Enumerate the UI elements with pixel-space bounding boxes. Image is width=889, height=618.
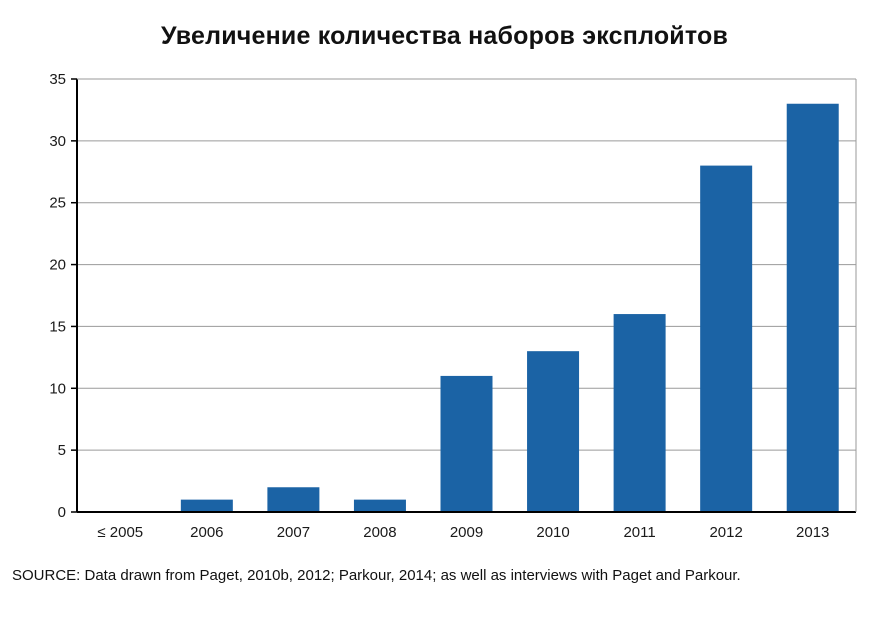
y-tick-label: 0 xyxy=(58,504,66,521)
axes xyxy=(71,78,857,513)
y-tick-label: 25 xyxy=(49,195,66,212)
chart-title: Увеличение количества наборов эксплойтов xyxy=(160,22,729,50)
x-tick-labels: ≤ 2005 2006 2007 2008 2009 2010 2011 2012 2013 xyxy=(97,524,829,541)
x-tick-label: 2010 xyxy=(536,524,569,541)
x-tick-label: ≤ 2005 xyxy=(97,524,143,541)
y-tick-label: 10 xyxy=(49,380,66,397)
bar xyxy=(700,165,753,512)
y-tick-label: 15 xyxy=(49,318,66,335)
source-note: SOURCE: Data drawn from Paget, 2010b, 20… xyxy=(12,567,741,584)
y-tick-label: 30 xyxy=(49,133,66,150)
bar xyxy=(440,375,493,512)
y-tick-label: 20 xyxy=(49,257,66,274)
x-tick-label: 2013 xyxy=(796,524,829,541)
x-tick-label: 2012 xyxy=(709,524,742,541)
x-tick-label: 2007 xyxy=(277,524,310,541)
y-tick-label: 35 xyxy=(49,71,66,88)
bar xyxy=(527,351,580,512)
y-tick-label: 5 xyxy=(58,442,66,459)
x-tick-label: 2006 xyxy=(190,524,223,541)
bar xyxy=(267,487,320,512)
bar xyxy=(613,314,666,512)
bars xyxy=(180,103,839,512)
x-tick-label: 2011 xyxy=(623,524,655,541)
x-tick-label: 2008 xyxy=(363,524,396,541)
bar xyxy=(353,499,406,512)
bar xyxy=(180,499,233,512)
bar xyxy=(786,103,839,512)
bar-chart: 0 5 10 15 20 25 30 35 ≤ 2005 2006 2007 2008 2009 201… xyxy=(49,71,857,541)
x-tick-label: 2009 xyxy=(450,524,483,541)
y-tick-labels: 0 5 10 15 20 25 30 35 xyxy=(49,71,66,521)
